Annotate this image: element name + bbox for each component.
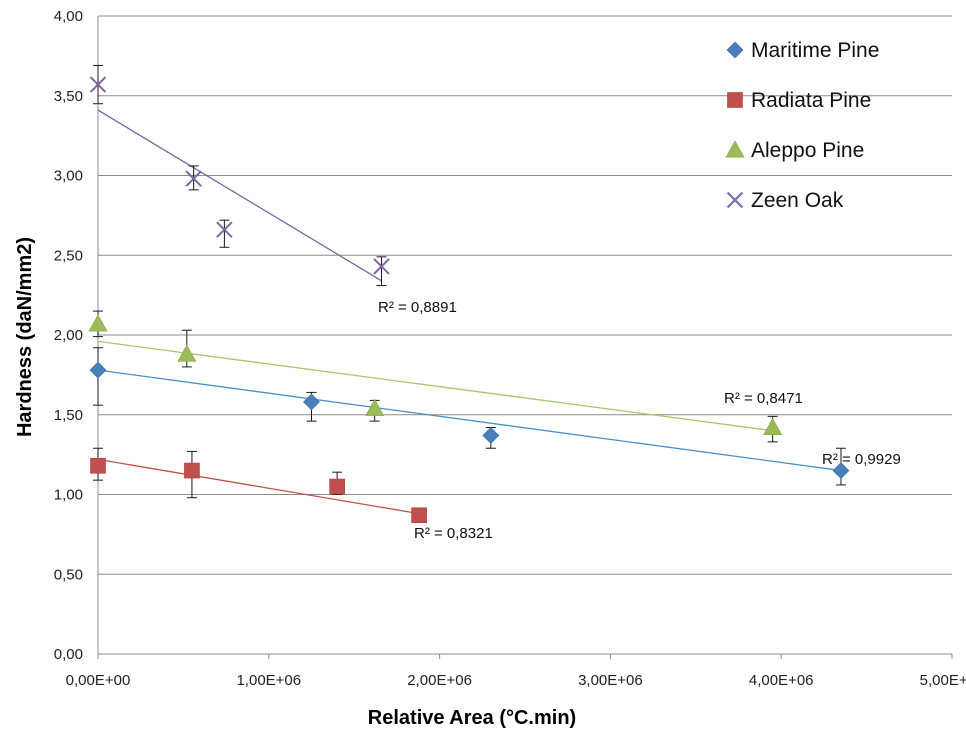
y-tick-label: 3,00 [54,168,83,185]
legend-aleppo-pine-marker [725,140,745,158]
x-tick-label: 2,00E+06 [407,672,472,689]
maritime-pine-point [832,462,850,479]
axis-layer: 0,00 0,50 1,00 1,50 2,00 2,50 3,00 3,50 4,00 0,00… [54,8,966,689]
error-bar-layer [93,64,846,519]
zeen-oak-point [373,258,390,275]
zeen-oak-point-stroke-b [185,170,202,187]
aleppo-pine-point [88,314,108,332]
radiata-pine-point [90,457,106,474]
y-tick-label: 1,00 [54,487,83,504]
aleppo-pine-point [365,398,385,416]
legend-zeen-oak-label: Zeen Oak [751,189,844,212]
maritime-pine-point [303,393,320,411]
x-tick-label: 1,00E+06 [236,672,301,689]
y-tick-label: 0,50 [54,566,83,583]
zeen-oak-point [216,221,233,238]
maritime-pine-point [482,427,500,444]
radiata-pine-point [184,462,200,479]
x-tick-label: 0,00E+00 [66,672,131,689]
zeen-oak-point-stroke-b [373,258,390,275]
zeen-oak-point-stroke-b [216,221,233,238]
x-tick-label: 3,00E+06 [578,672,643,689]
zeen-oak-trendline [97,109,382,282]
marker-layer [88,76,850,524]
aleppo-pine-trendline [97,340,773,432]
y-tick-label: 4,00 [54,8,83,25]
y-tick-label: 0,00 [54,646,83,663]
y-tick-label: 1,50 [54,407,83,424]
aleppo-pine-point [763,417,783,436]
y-tick-label: 2,50 [54,247,83,264]
y-axis-title: Hardness (daN/mm2) [14,237,36,437]
radiata-pine-point [411,507,427,524]
aleppo-pine-r2-label: R² = 0,8471 [724,390,803,407]
x-tick-label: 4,00E+06 [749,672,814,689]
grid-layer [98,15,952,575]
legend-radiata-pine-marker [727,92,743,108]
legend-zeen-oak-marker [726,191,744,209]
zeen-oak-point-stroke-b [89,76,107,93]
maritime-pine-r2-label: R² = 0,9929 [822,451,901,468]
legend-maritime-pine-marker [726,41,744,59]
legend-radiata-pine-label: Radiata Pine [751,89,871,112]
x-tick-label: 5,00E+06 [920,672,966,689]
legend-aleppo-pine-label: Aleppo Pine [751,139,864,162]
radiata-pine-point [329,478,345,495]
y-tick-label: 3,50 [54,88,83,105]
y-tick-label: 2,00 [54,327,83,344]
legend-zeen-oak-marker-stroke-b [726,191,744,209]
legend: Maritime Pine Radiata Pine Aleppo Pine Zeen… [725,39,879,212]
label-layer: R² = 0,9929 R² = 0,8321 R² = 0,8471 R² = 0,… [378,299,901,542]
trendline-layer [97,109,842,515]
maritime-pine-point [89,361,107,379]
radiata-pine-trendline [97,458,420,515]
zeen-oak-r2-label: R² = 0,8891 [378,299,457,316]
maritime-pine-trendline [97,369,842,472]
aleppo-pine-point [177,344,197,362]
radiata-pine-r2-label: R² = 0,8321 [414,525,493,542]
x-axis-title: Relative Area (°C.min) [368,707,576,729]
zeen-oak-point [89,76,107,93]
legend-maritime-pine-label: Maritime Pine [751,39,879,62]
zeen-oak-point [185,170,202,187]
